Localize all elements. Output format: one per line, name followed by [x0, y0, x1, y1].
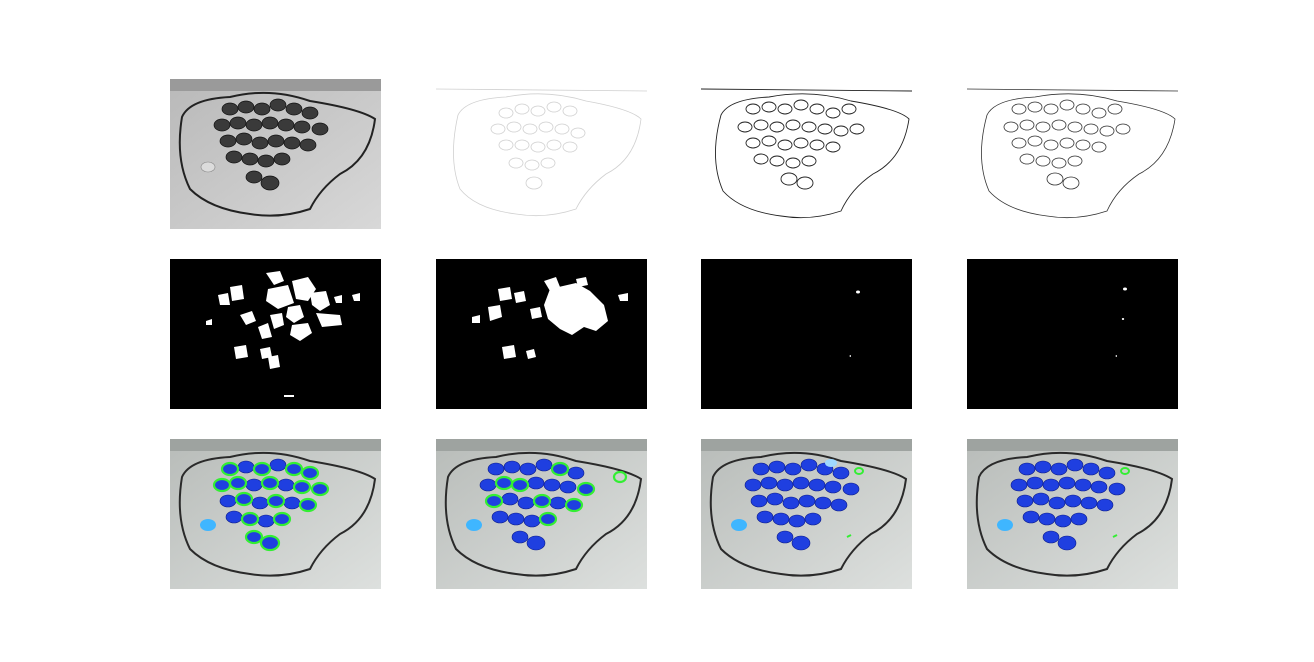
panel-edge-map-b	[967, 79, 1178, 229]
panel-faint-edge-map	[436, 79, 647, 229]
color-overlay-b-image	[436, 439, 647, 589]
edge-map-b-image	[967, 79, 1178, 229]
panel-edge-map-a	[701, 79, 912, 229]
panel-color-overlay-c	[701, 439, 912, 589]
color-overlay-d-image	[967, 439, 1178, 589]
binary-mask-c-image	[701, 259, 912, 409]
faint-edge-map-image	[436, 79, 647, 229]
panel-binary-mask-b	[436, 259, 647, 409]
panel-color-overlay-b	[436, 439, 647, 589]
color-overlay-a-image	[170, 439, 381, 589]
panel-binary-mask-a	[170, 259, 381, 409]
panel-color-overlay-d	[967, 439, 1178, 589]
panel-color-overlay-a	[170, 439, 381, 589]
binary-mask-d-image	[967, 259, 1178, 409]
grayscale-photo-image	[170, 79, 381, 229]
panel-grayscale-photo	[170, 79, 381, 229]
binary-mask-b-image	[436, 259, 647, 409]
panel-binary-mask-d	[967, 259, 1178, 409]
color-overlay-c-image	[701, 439, 912, 589]
panel-binary-mask-c	[701, 259, 912, 409]
edge-map-a-image	[701, 79, 912, 229]
binary-mask-a-image	[170, 259, 381, 409]
